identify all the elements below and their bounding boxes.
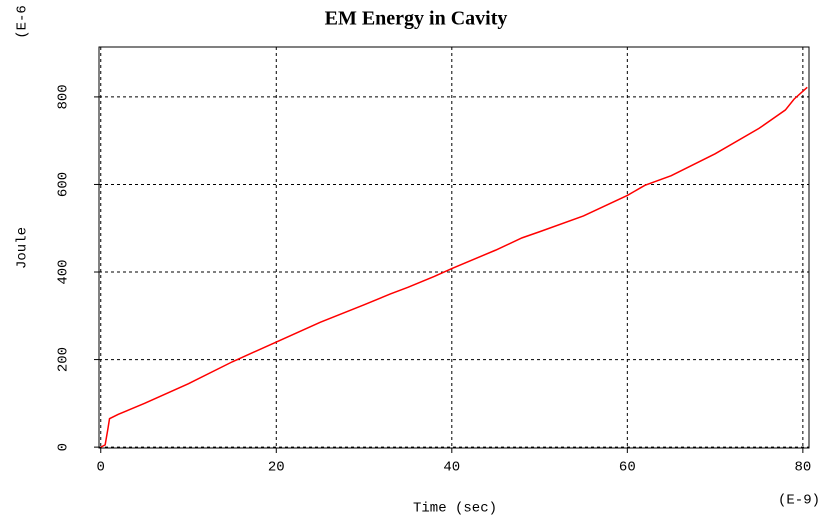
y-tick-label: 0 <box>56 443 72 451</box>
x-tick-label: 60 <box>619 460 636 476</box>
x-axis-label: Time (sec) <box>413 501 497 517</box>
plot-frame <box>98 46 810 449</box>
x-tick-label: 80 <box>794 460 811 476</box>
y-tick-label: 800 <box>56 84 72 109</box>
y-exponent: (E-6 <box>15 5 31 39</box>
y-tick-label: 200 <box>56 347 72 372</box>
x-tick-label: 40 <box>443 460 460 476</box>
y-tick-label: 600 <box>56 172 72 197</box>
data-line <box>100 86 808 448</box>
x-exponent: (E-9) <box>778 493 820 509</box>
chart-title: EM Energy in Cavity <box>325 8 508 30</box>
y-tick-label: 400 <box>56 259 72 284</box>
x-tick-label: 0 <box>97 460 105 476</box>
y-axis-label: Joule <box>15 227 31 269</box>
x-tick-label: 20 <box>268 460 285 476</box>
